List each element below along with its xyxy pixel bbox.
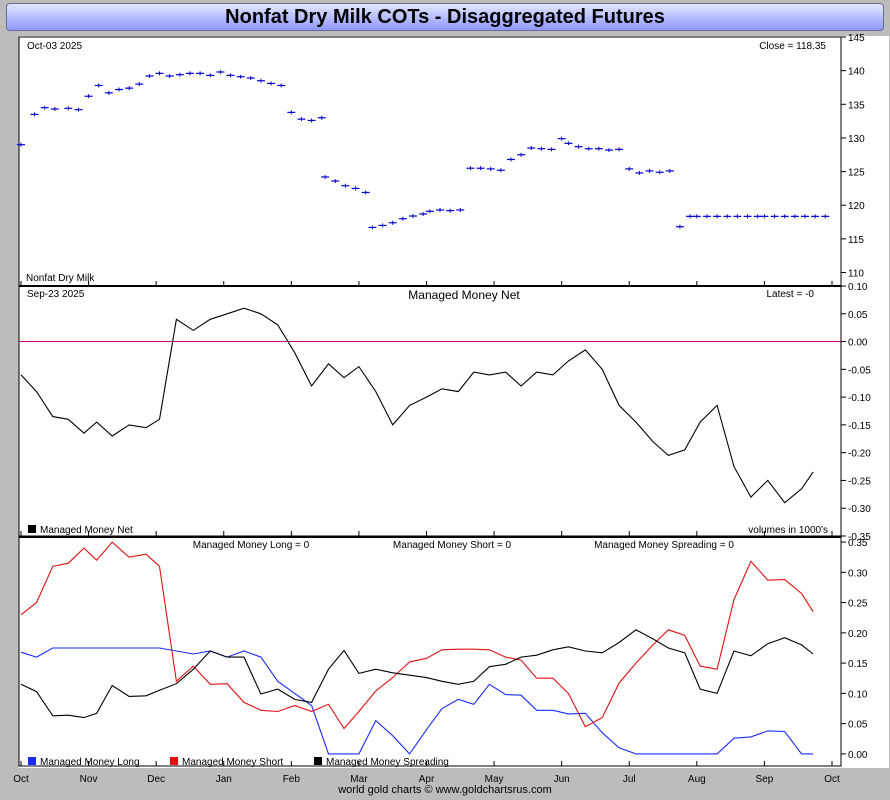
long-legend-swatch [28,757,36,765]
x-tick-label: Oct [13,774,29,785]
short-line [20,541,814,730]
net-latest-label: Latest = -0 [766,289,814,300]
price-instrument-label: Nonfat Dry Milk [26,273,95,284]
y-tick-label: -0.30 [848,504,871,515]
y-tick-label: -0.35 [848,532,871,543]
y-tick-label: 0.05 [848,720,868,731]
x-tick-label: Jan [216,774,232,785]
long-header: Managed Money Long = 0 [193,540,310,551]
spreading-legend-label: Managed Money Spreading [326,757,449,768]
y-tick-label: 110 [848,269,864,280]
y-tick-label: -0.15 [848,421,871,432]
y-tick-label: 0.20 [848,629,868,640]
y-tick-label: 0.10 [848,282,868,293]
chart-background [19,36,889,768]
y-tick-label: -0.05 [848,365,871,376]
x-tick-label: Apr [419,774,435,785]
x-tick-label: Dec [147,774,165,785]
y-tick-label: 0.10 [848,689,868,700]
footer-credit: world gold charts © www.goldchartsrus.co… [338,784,552,796]
short-header: Managed Money Short = 0 [393,540,512,551]
y-tick-label: 140 [848,67,865,78]
net-panel-title: Managed Money Net [408,288,520,302]
chart-title: Nonfat Dry Milk COTs - Disaggregated Fut… [6,3,884,31]
x-tick-label: Oct [824,774,840,785]
price-series [17,69,830,230]
net-date-label: Sep-23 2025 [27,289,85,300]
y-tick-label: 135 [848,100,865,111]
y-tick-label: -0.25 [848,476,871,487]
y-tick-label: 0.00 [848,750,868,761]
net-legend-label: Managed Money Net [40,525,133,536]
spreading-header: Managed Money Spreading = 0 [594,540,734,551]
net-legend-swatch [28,525,36,533]
y-tick-label: 0.00 [848,338,868,349]
net-line [20,307,814,504]
x-tick-label: Feb [283,774,301,785]
x-tick-label: May [485,774,504,785]
x-tick-label: Mar [350,774,368,785]
net-series [19,307,841,504]
long-legend-label: Managed Money Long [40,757,140,768]
y-tick-label: 145 [848,33,865,44]
y-tick-label: -0.10 [848,393,871,404]
y-tick-label: 125 [848,168,865,179]
x-tick-label: Sep [756,774,774,785]
y-tick-label: 130 [848,134,865,145]
price-close-label: Close = 118.35 [759,41,826,52]
y-tick-label: 0.35 [848,538,868,549]
spreading-legend-swatch [314,757,322,765]
axis-group: 110 115 120 125 130 135 140 145 0.10 0.05 0.00 -0.0… [13,33,871,785]
x-tick-label: Jul [623,774,636,785]
y-tick-label: 115 [848,235,864,246]
volumes-note: volumes in 1000's [748,525,828,536]
short-legend-label: Managed Money Short [182,757,283,768]
long-line [20,647,814,755]
x-tick-label: Aug [688,774,706,785]
y-tick-label: 120 [848,201,865,212]
x-tick-label: Nov [80,774,98,785]
y-tick-label: 0.05 [848,310,868,321]
price-date-label: Oct-03 2025 [27,41,82,52]
y-tick-label: 0.15 [848,659,868,670]
spreading-line [20,629,814,719]
short-legend-swatch [170,757,178,765]
y-tick-label: 0.30 [848,568,868,579]
x-tick-label: Jun [554,774,570,785]
positions-series [20,541,814,755]
y-tick-label: 0.25 [848,599,868,610]
y-tick-label: -0.20 [848,449,871,460]
